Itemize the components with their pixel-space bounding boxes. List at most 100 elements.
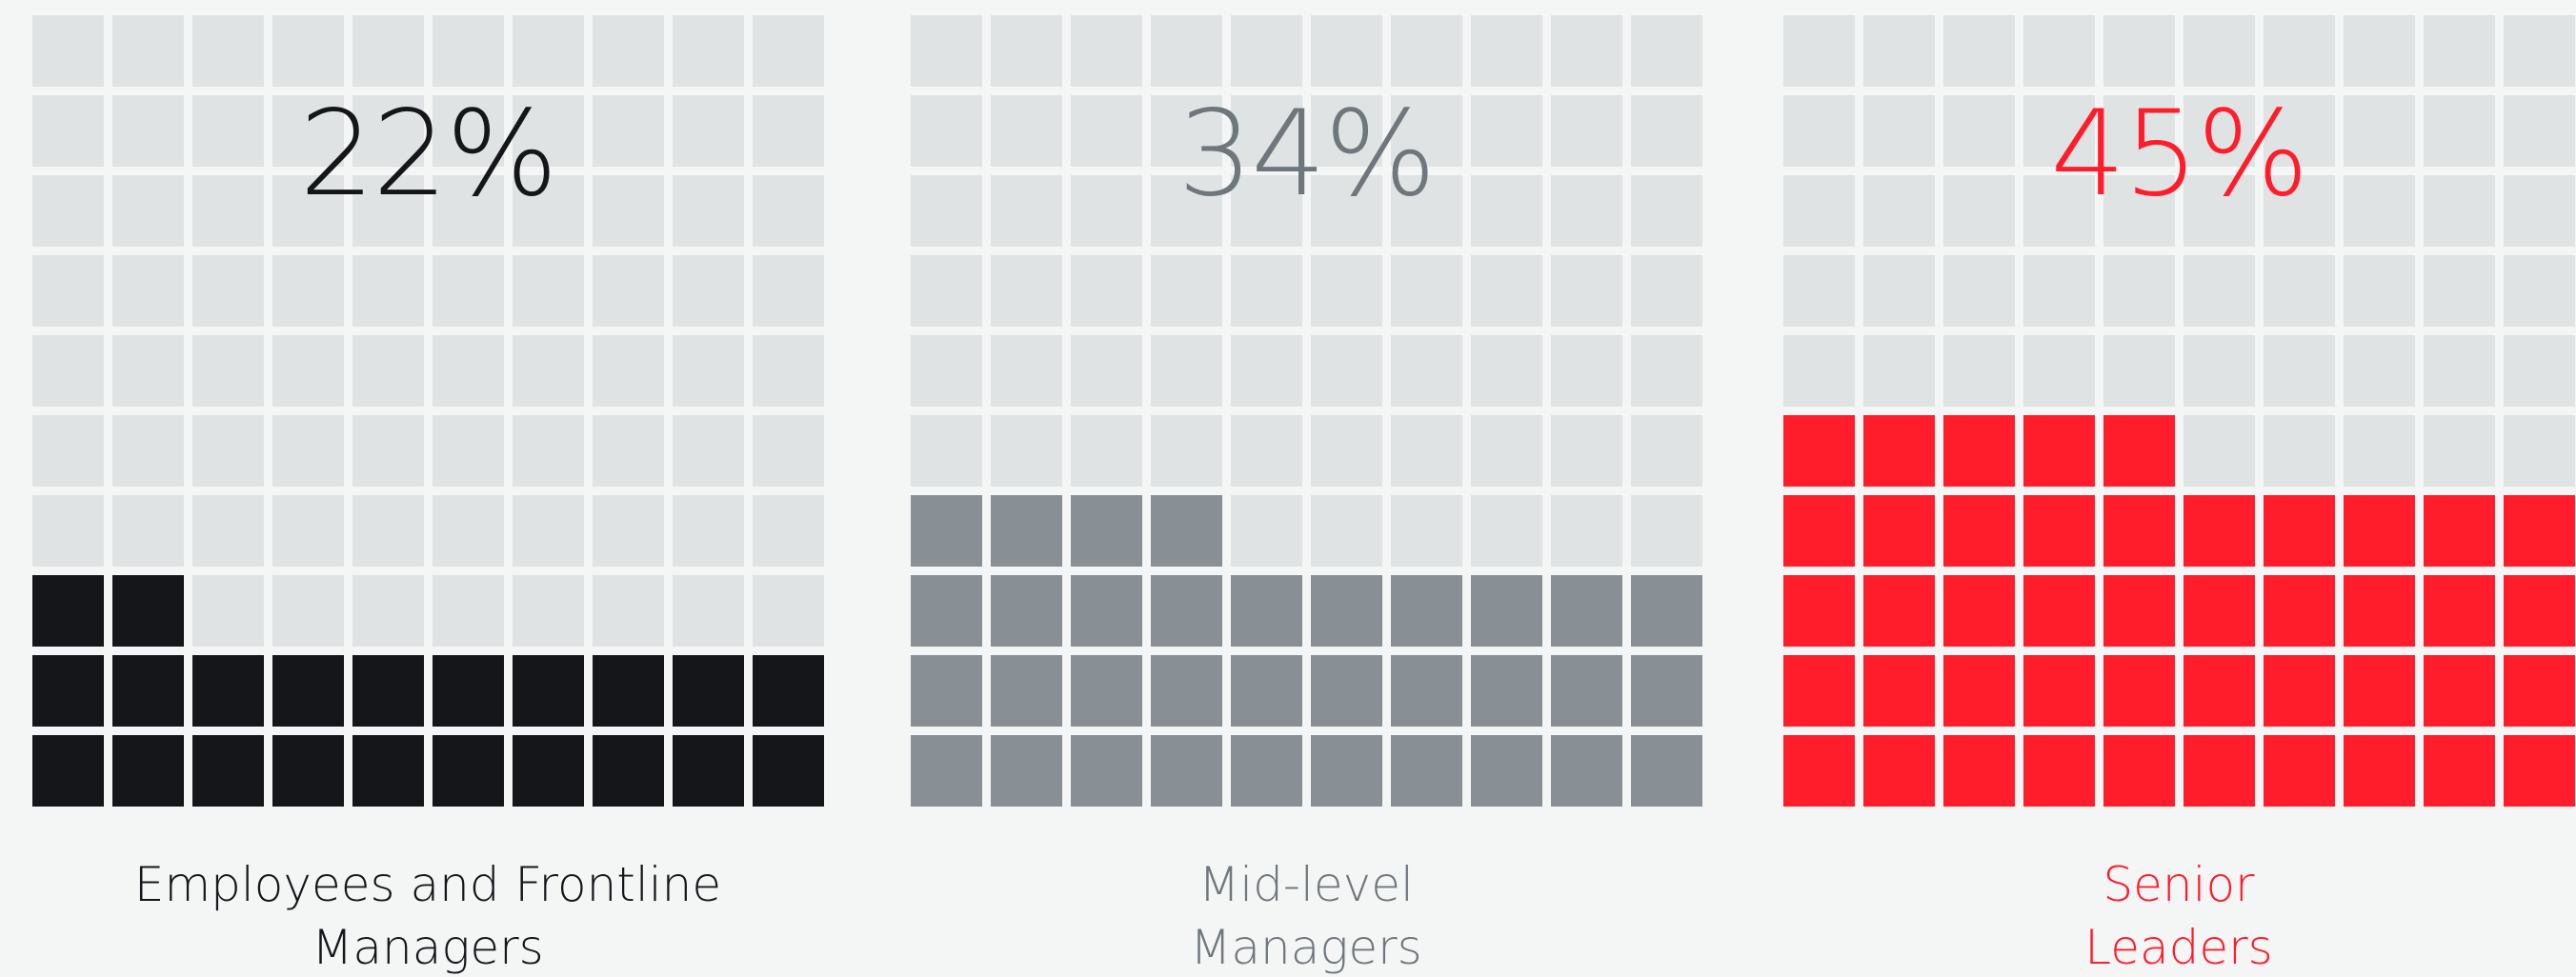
waffle-cell-filled — [1943, 735, 2015, 807]
waffle-cell-filled — [513, 655, 584, 727]
waffle-cell-empty — [272, 335, 344, 407]
waffle-cell-empty — [1311, 95, 1382, 167]
waffle-cell-filled — [2264, 655, 2335, 727]
waffle-cell-filled — [2023, 735, 2095, 807]
waffle-cell-empty — [513, 335, 584, 407]
waffle-cell-filled — [2344, 495, 2415, 567]
waffle-cell-empty — [1631, 95, 1702, 167]
waffle-cell-empty — [1311, 495, 1382, 567]
waffle-cell-empty — [2504, 95, 2575, 167]
waffle-cell-empty — [2344, 415, 2415, 487]
waffle-cell-empty — [112, 335, 184, 407]
waffle-cell-empty — [2264, 175, 2335, 247]
waffle-cell-empty — [753, 255, 824, 327]
waffle-cell-empty — [352, 495, 424, 567]
category-label-line-2: Leaders — [2084, 920, 2273, 975]
waffle-cell-filled — [2103, 415, 2175, 487]
waffle-cell-empty — [1311, 255, 1382, 327]
waffle-cell-empty — [593, 255, 664, 327]
waffle-cell-empty — [433, 95, 504, 167]
waffle-cell-empty — [2184, 15, 2255, 87]
waffle-cell-empty — [2344, 255, 2415, 327]
waffle-cell-empty — [1391, 415, 1462, 487]
waffle-cell-filled — [1391, 735, 1462, 807]
waffle-cell-filled — [1631, 655, 1702, 727]
waffle-cell-empty — [2264, 95, 2335, 167]
waffle-cell-empty — [1551, 415, 1622, 487]
waffle-cell-filled — [1783, 495, 1855, 567]
waffle-cell-filled — [911, 575, 982, 647]
waffle-cell-empty — [1471, 335, 1542, 407]
waffle-cell-empty — [1151, 415, 1222, 487]
category-label-line-1: Employees and Frontline — [133, 857, 722, 912]
waffle-cell-filled — [1071, 655, 1142, 727]
waffle-cell-filled — [1471, 575, 1542, 647]
waffle-cell-empty — [2023, 335, 2095, 407]
waffle-cell-empty — [1863, 15, 1935, 87]
waffle-cell-empty — [1943, 95, 2015, 167]
waffle-cell-empty — [673, 255, 744, 327]
waffle-cell-empty — [192, 575, 264, 647]
waffle-cell-empty — [272, 415, 344, 487]
waffle-cell-filled — [911, 655, 982, 727]
waffle-cell-empty — [1231, 175, 1302, 247]
waffle-cell-filled — [991, 655, 1062, 727]
waffle-cell-filled — [1471, 735, 1542, 807]
waffle-cell-empty — [192, 495, 264, 567]
waffle-cell-empty — [513, 255, 584, 327]
waffle-cell-empty — [112, 175, 184, 247]
waffle-cell-empty — [753, 335, 824, 407]
waffle-cell-filled — [2184, 655, 2255, 727]
waffle-cell-empty — [1231, 15, 1302, 87]
waffle-cell-filled — [2424, 575, 2495, 647]
waffle-cell-empty — [1231, 95, 1302, 167]
waffle-cell-filled — [2344, 735, 2415, 807]
waffle-cell-empty — [1391, 495, 1462, 567]
waffle-cell-empty — [1311, 335, 1382, 407]
waffle-cell-filled — [911, 735, 982, 807]
waffle-cell-empty — [352, 415, 424, 487]
waffle-cell-empty — [991, 175, 1062, 247]
waffle-cell-empty — [513, 575, 584, 647]
waffle-cell-empty — [192, 255, 264, 327]
waffle-cell-empty — [1471, 175, 1542, 247]
waffle-cell-empty — [1311, 415, 1382, 487]
waffle-cell-filled — [1783, 735, 1855, 807]
waffle-cell-empty — [112, 15, 184, 87]
waffle-cell-empty — [2264, 415, 2335, 487]
waffle-cell-empty — [272, 15, 344, 87]
waffle-cell-empty — [753, 15, 824, 87]
waffle-cell-filled — [1231, 735, 1302, 807]
waffle-cell-empty — [1783, 335, 1855, 407]
waffle-cell-empty — [673, 495, 744, 567]
waffle-cell-empty — [2264, 335, 2335, 407]
waffle-cell-filled — [2023, 415, 2095, 487]
waffle-cell-empty — [1391, 255, 1462, 327]
waffle-cell-empty — [991, 415, 1062, 487]
waffle-cell-empty — [2103, 95, 2175, 167]
waffle-cell-empty — [1783, 95, 1855, 167]
waffle-cell-empty — [112, 415, 184, 487]
waffle-cell-empty — [593, 415, 664, 487]
waffle-cell-filled — [112, 735, 184, 807]
waffle-cell-empty — [2184, 95, 2255, 167]
waffle-cell-filled — [1071, 575, 1142, 647]
waffle-cell-filled — [2184, 495, 2255, 567]
waffle-cell-empty — [1783, 15, 1855, 87]
waffle-cell-empty — [1631, 175, 1702, 247]
waffle-panel-mid-level: 34% Mid-level Managers — [911, 0, 1702, 977]
waffle-cell-filled — [2023, 495, 2095, 567]
waffle-cell-empty — [352, 575, 424, 647]
waffle-cell-empty — [352, 95, 424, 167]
waffle-cell-empty — [753, 175, 824, 247]
waffle-cell-empty — [32, 415, 104, 487]
waffle-cell-filled — [1551, 575, 1622, 647]
waffle-cell-empty — [1471, 15, 1542, 87]
category-label-line-2: Managers — [1190, 920, 1422, 975]
waffle-cell-filled — [1471, 655, 1542, 727]
waffle-cell-empty — [112, 95, 184, 167]
waffle-cell-empty — [673, 175, 744, 247]
waffle-cell-empty — [272, 575, 344, 647]
waffle-cell-empty — [433, 415, 504, 487]
waffle-cell-empty — [1943, 15, 2015, 87]
